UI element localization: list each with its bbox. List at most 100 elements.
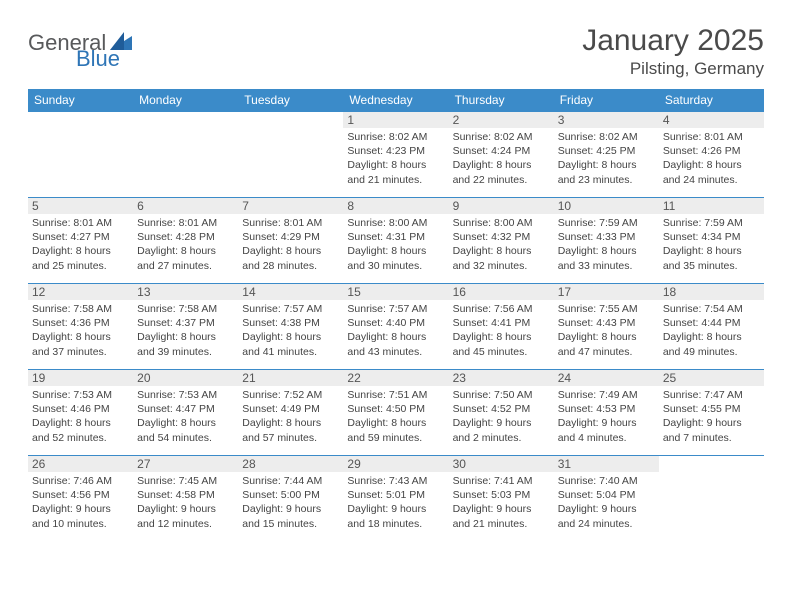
day-info-line: Daylight: 8 hours bbox=[663, 158, 760, 172]
day-info-line: and 45 minutes. bbox=[453, 345, 550, 359]
calendar-day-cell: 30 Sunrise: 7:41 AMSunset: 5:03 PMDayligh… bbox=[449, 456, 554, 542]
day-number: 1 bbox=[343, 112, 448, 128]
day-info-line: and 54 minutes. bbox=[137, 431, 234, 445]
day-info-line: Daylight: 8 hours bbox=[32, 244, 129, 258]
day-info-line: Sunset: 4:58 PM bbox=[137, 488, 234, 502]
calendar-day-cell: 19Sunrise: 7:53 AMSunset: 4:46 PMDayligh… bbox=[28, 370, 133, 456]
calendar-day-cell: 3Sunrise: 8:02 AMSunset: 4:25 PMDaylight… bbox=[554, 112, 659, 198]
day-info-line: and 10 minutes. bbox=[32, 517, 129, 531]
day-info-line: Daylight: 9 hours bbox=[558, 416, 655, 430]
day-info-line: and 21 minutes. bbox=[347, 173, 444, 187]
day-info-line: Daylight: 8 hours bbox=[663, 330, 760, 344]
day-info-line: and 21 minutes. bbox=[453, 517, 550, 531]
day-info-line: Sunset: 5:01 PM bbox=[347, 488, 444, 502]
calendar-day-cell bbox=[238, 112, 343, 198]
calendar-day-cell: 27Sunrise: 7:45 AMSunset: 4:58 PMDayligh… bbox=[133, 456, 238, 542]
day-info-line: Sunset: 4:43 PM bbox=[558, 316, 655, 330]
day-info-line: Sunset: 4:37 PM bbox=[137, 316, 234, 330]
day-number: 30 bbox=[449, 456, 554, 472]
day-info: Sunrise: 8:01 AMSunset: 4:29 PMDaylight:… bbox=[242, 216, 339, 273]
day-info: Sunrise: 8:01 AMSunset: 4:26 PMDaylight:… bbox=[663, 130, 760, 187]
day-info-line: Daylight: 8 hours bbox=[137, 244, 234, 258]
calendar-week-row: 5Sunrise: 8:01 AMSunset: 4:27 PMDaylight… bbox=[28, 198, 764, 284]
day-info: Sunrise: 7:49 AMSunset: 4:53 PMDaylight:… bbox=[558, 388, 655, 445]
day-number: 21 bbox=[238, 370, 343, 386]
day-info: Sunrise: 7:57 AMSunset: 4:38 PMDaylight:… bbox=[242, 302, 339, 359]
day-info: Sunrise: 7:53 AMSunset: 4:47 PMDaylight:… bbox=[137, 388, 234, 445]
day-info-line: Daylight: 8 hours bbox=[137, 416, 234, 430]
day-info-line: Sunset: 4:27 PM bbox=[32, 230, 129, 244]
day-info-line: Sunset: 4:32 PM bbox=[453, 230, 550, 244]
day-info-line: Sunrise: 7:57 AM bbox=[347, 302, 444, 316]
day-number: 10 bbox=[554, 198, 659, 214]
day-number: 12 bbox=[28, 284, 133, 300]
day-info: Sunrise: 7:59 AMSunset: 4:33 PMDaylight:… bbox=[558, 216, 655, 273]
day-info-line: Sunrise: 7:40 AM bbox=[558, 474, 655, 488]
day-info-line: Sunrise: 7:47 AM bbox=[663, 388, 760, 402]
day-info-line: Sunset: 4:56 PM bbox=[32, 488, 129, 502]
weekday-header: Saturday bbox=[659, 89, 764, 112]
day-info-line: Daylight: 9 hours bbox=[558, 502, 655, 516]
day-info-line: Sunrise: 8:01 AM bbox=[242, 216, 339, 230]
day-info: Sunrise: 7:52 AMSunset: 4:49 PMDaylight:… bbox=[242, 388, 339, 445]
calendar-day-cell: 21 Sunrise: 7:52 AMSunset: 4:49 PMDayligh… bbox=[238, 370, 343, 456]
day-number: 19 bbox=[28, 370, 133, 386]
day-info-line: and 7 minutes. bbox=[663, 431, 760, 445]
day-number: 24 bbox=[554, 370, 659, 386]
calendar-day-cell bbox=[133, 112, 238, 198]
day-number: 29 bbox=[343, 456, 448, 472]
day-info-line: Sunrise: 7:58 AM bbox=[137, 302, 234, 316]
calendar-day-cell: 10 Sunrise: 7:59 AMSunset: 4:33 PMDayligh… bbox=[554, 198, 659, 284]
day-info-line: Sunset: 4:36 PM bbox=[32, 316, 129, 330]
calendar-day-cell: 20Sunrise: 7:53 AMSunset: 4:47 PMDayligh… bbox=[133, 370, 238, 456]
calendar-day-cell: 25Sunrise: 7:47 AMSunset: 4:55 PMDayligh… bbox=[659, 370, 764, 456]
calendar-day-cell: 17Sunrise: 7:55 AMSunset: 4:43 PMDayligh… bbox=[554, 284, 659, 370]
day-info-line: and 37 minutes. bbox=[32, 345, 129, 359]
calendar-week-row: 1Sunrise: 8:02 AMSunset: 4:23 PMDaylight… bbox=[28, 112, 764, 198]
day-info-line: and 18 minutes. bbox=[347, 517, 444, 531]
day-info-line: Daylight: 9 hours bbox=[663, 416, 760, 430]
day-info: Sunrise: 7:44 AMSunset: 5:00 PMDaylight:… bbox=[242, 474, 339, 531]
calendar-week-row: 19Sunrise: 7:53 AMSunset: 4:46 PMDayligh… bbox=[28, 370, 764, 456]
day-info-line: Daylight: 8 hours bbox=[137, 330, 234, 344]
day-number: 7 bbox=[238, 198, 343, 214]
day-info-line: Sunset: 4:49 PM bbox=[242, 402, 339, 416]
weekday-header-row: Sunday Monday Tuesday Wednesday Thursday… bbox=[28, 89, 764, 112]
day-info-line: Sunrise: 7:54 AM bbox=[663, 302, 760, 316]
calendar-day-cell: 18Sunrise: 7:54 AMSunset: 4:44 PMDayligh… bbox=[659, 284, 764, 370]
page-subtitle: Pilsting, Germany bbox=[582, 59, 764, 79]
calendar-day-cell: 13Sunrise: 7:58 AMSunset: 4:37 PMDayligh… bbox=[133, 284, 238, 370]
calendar-day-cell: 24 Sunrise: 7:49 AMSunset: 4:53 PMDayligh… bbox=[554, 370, 659, 456]
day-info-line: Sunset: 4:44 PM bbox=[663, 316, 760, 330]
calendar-day-cell: 8Sunrise: 8:00 AMSunset: 4:31 PMDaylight… bbox=[343, 198, 448, 284]
header: General January 2025 Pilsting, Germany bbox=[28, 24, 764, 79]
day-info-line: Sunrise: 7:49 AM bbox=[558, 388, 655, 402]
day-info: Sunrise: 7:51 AMSunset: 4:50 PMDaylight:… bbox=[347, 388, 444, 445]
day-info-line: Sunrise: 7:58 AM bbox=[32, 302, 129, 316]
day-info-line: Sunset: 4:38 PM bbox=[242, 316, 339, 330]
day-info-line: Daylight: 8 hours bbox=[558, 158, 655, 172]
day-info-line: Sunset: 4:52 PM bbox=[453, 402, 550, 416]
day-info-line: and 15 minutes. bbox=[242, 517, 339, 531]
day-number: 8 bbox=[343, 198, 448, 214]
day-info-line: and 32 minutes. bbox=[453, 259, 550, 273]
day-info: Sunrise: 7:50 AMSunset: 4:52 PMDaylight:… bbox=[453, 388, 550, 445]
day-info-line: and 22 minutes. bbox=[453, 173, 550, 187]
day-info-line: and 27 minutes. bbox=[137, 259, 234, 273]
calendar-day-cell bbox=[659, 456, 764, 542]
day-number: 11 bbox=[659, 198, 764, 214]
day-info: Sunrise: 8:00 AMSunset: 4:32 PMDaylight:… bbox=[453, 216, 550, 273]
day-number: 15 bbox=[343, 284, 448, 300]
day-info: Sunrise: 7:47 AMSunset: 4:55 PMDaylight:… bbox=[663, 388, 760, 445]
day-info-line: Sunrise: 7:55 AM bbox=[558, 302, 655, 316]
day-info-line: Daylight: 8 hours bbox=[453, 244, 550, 258]
day-info: Sunrise: 7:41 AMSunset: 5:03 PMDaylight:… bbox=[453, 474, 550, 531]
day-info-line: Sunrise: 7:44 AM bbox=[242, 474, 339, 488]
day-info-line: and 23 minutes. bbox=[558, 173, 655, 187]
day-info-line: Daylight: 8 hours bbox=[558, 330, 655, 344]
day-info-line: Sunrise: 8:02 AM bbox=[453, 130, 550, 144]
day-info: Sunrise: 8:01 AMSunset: 4:28 PMDaylight:… bbox=[137, 216, 234, 273]
day-info-line: and 12 minutes. bbox=[137, 517, 234, 531]
calendar-day-cell: 15Sunrise: 7:57 AMSunset: 4:40 PMDayligh… bbox=[343, 284, 448, 370]
day-info-line: and 2 minutes. bbox=[453, 431, 550, 445]
